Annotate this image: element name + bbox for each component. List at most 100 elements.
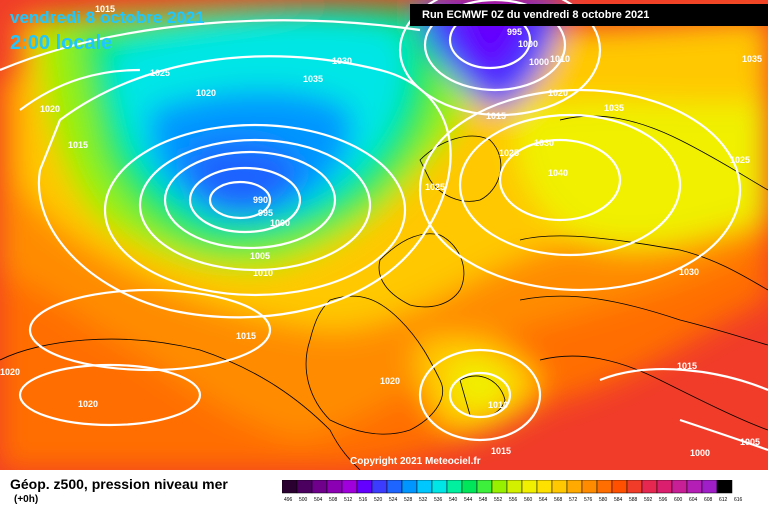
isobar-label: 1015 [68,140,88,150]
isobar-label: 1020 [40,104,60,114]
scale-tick-label: 512 [344,497,353,503]
isobar-label: 1040 [548,168,568,178]
isobars [0,0,768,452]
isobar-label: 1005 [740,437,760,447]
isobar-label: 1000 [529,57,549,67]
scale-tick-label: 500 [299,497,308,503]
isobar-label: 1015 [677,361,697,371]
isobar-label: 1025 [150,68,170,78]
footer: Géop. z500, pression niveau mer (+0h) 49… [0,470,768,512]
forecast-date: vendredi 8 octobre 2021 [10,8,205,27]
scale-tick-label: 596 [659,497,668,503]
scale-tick-label: 508 [329,497,338,503]
scale-swatch [282,480,298,494]
run-label: Run ECMWF 0Z du vendredi 8 octobre 2021 [410,4,768,26]
isobar-labels: 1015 1025 1020 1035 1030 1020 1015 990 9… [0,4,762,458]
scale-tick-label: 576 [584,497,593,503]
isobar-label: 1000 [690,448,710,458]
isobar-label: 995 [258,208,273,218]
color-scale: 496 500 504 508 512 516 520 524 528 532 536 540 544 5… [282,480,743,503]
scale-swatch [581,480,598,494]
isobar-label: 1000 [270,218,290,228]
scale-swatch [476,480,493,494]
scale-tick-label: 572 [569,497,578,503]
isobar-label: 1035 [742,54,762,64]
isobar-label: 1020 [548,88,568,98]
scale-swatch [626,480,643,494]
scale-swatch [491,480,508,494]
isobar-label: 1015 [491,446,511,456]
isobar-label: 1035 [303,74,323,84]
scale-tick-label: 540 [449,497,458,503]
isobar-label: 1000 [518,39,538,49]
scale-tick-label: 564 [539,497,548,503]
isobar-label: 1035 [604,103,624,113]
scale-swatch [401,480,418,494]
coastlines [0,115,768,470]
scale-swatch [341,480,358,494]
scale-swatch [641,480,658,494]
scale-swatch [521,480,538,494]
isobar-label: 1010 [253,268,273,278]
scale-swatch [461,480,478,494]
scale-tick-label: 504 [314,497,323,503]
scale-tick-label: 536 [434,497,443,503]
scale-swatch [566,480,583,494]
scale-tick-label: 580 [599,497,608,503]
forecast-time: 2:00 locale [10,32,113,54]
isobar-label: 1015 [236,331,256,341]
scale-swatch [671,480,688,494]
scale-tick-label: 612 [719,497,728,503]
scale-swatch [296,480,313,494]
scale-swatch [686,480,703,494]
isobar-label: 1025 [730,155,750,165]
isobar-label: 1010 [550,54,570,64]
scale-swatch [431,480,448,494]
scale-swatch [716,480,733,494]
scale-tick-label: 496 [284,497,293,503]
scale-tick-label: 604 [689,497,698,503]
scale-swatch [656,480,673,494]
scale-swatch [446,480,463,494]
scale-tick-label: 556 [509,497,518,503]
isobar-label: 990 [253,195,268,205]
scale-swatch [416,480,433,494]
scale-swatch [536,480,553,494]
scale-swatch [311,480,328,494]
isobar-label: 995 [507,27,522,37]
scale-swatch [386,480,403,494]
scale-tick-label: 528 [404,497,413,503]
scale-swatch [551,480,568,494]
map-title: Géop. z500, pression niveau mer [10,476,228,492]
isobar-label: 1015 [95,4,115,14]
isobar-label: 1030 [332,56,352,66]
isobar-label: 1005 [250,251,270,261]
scale-tick-label: 616 [734,497,743,503]
scale-tick-label: 552 [494,497,503,503]
scale-swatch [611,480,628,494]
isobar-label: 1025 [499,148,519,158]
forecast-offset: (+0h) [14,494,39,505]
scale-swatch [596,480,613,494]
scale-tick-label: 548 [479,497,488,503]
scale-tick-label: 600 [674,497,683,503]
scale-swatch [356,480,373,494]
isobar-label: 1030 [679,267,699,277]
scale-tick-label: 592 [644,497,653,503]
scale-tick-label: 524 [389,497,398,503]
scale-swatch [326,480,343,494]
scale-tick-label: 560 [524,497,533,503]
scale-tick-label: 544 [464,497,473,503]
isobar-label: 1020 [196,88,216,98]
scale-tick-label: 608 [704,497,713,503]
scale-tick-label: 568 [554,497,563,503]
geopotential-map[interactable]: 1015 1025 1020 1035 1030 1020 1015 990 9… [0,0,768,470]
isobar-label: 1020 [0,367,20,377]
scale-tick-label: 584 [614,497,623,503]
scale-swatch [506,480,523,494]
isobar-label: 1020 [78,399,98,409]
isobar-label: 1030 [534,138,554,148]
copyright: Copyright 2021 Meteociel.fr [350,456,481,467]
isobar-label: 1010 [488,400,508,410]
